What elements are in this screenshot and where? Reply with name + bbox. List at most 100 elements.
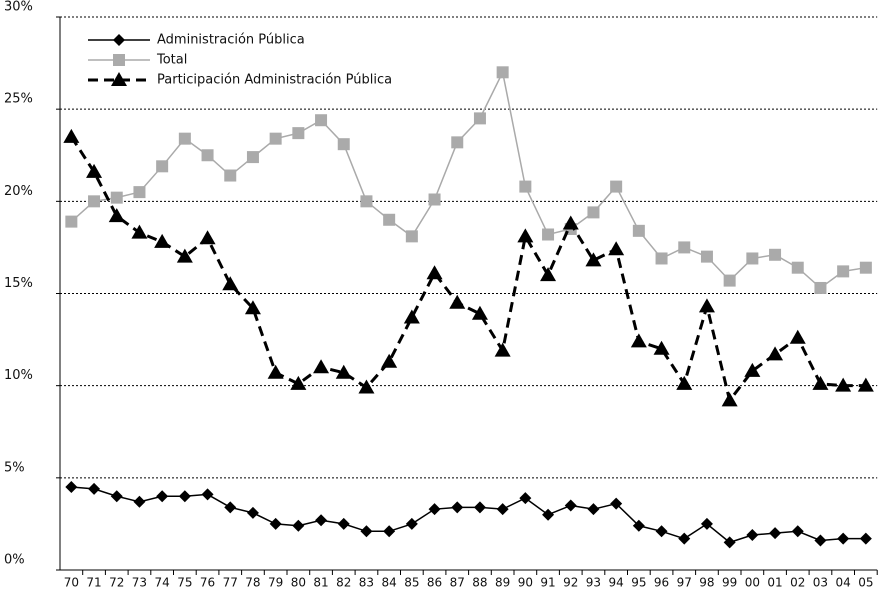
x-tick-label: 96 (654, 576, 669, 590)
x-tick-label: 91 (540, 576, 555, 590)
point (857, 377, 874, 392)
point (678, 532, 691, 545)
point (744, 362, 761, 377)
x-tick-label: 79 (268, 576, 283, 590)
point (700, 250, 713, 263)
point (337, 138, 350, 151)
point (540, 267, 557, 282)
point (746, 528, 759, 541)
point (769, 527, 782, 540)
legend-label: Total (156, 53, 187, 68)
x-tick-label: 88 (472, 576, 487, 590)
point (360, 525, 373, 538)
point (178, 490, 191, 503)
point (746, 252, 759, 265)
point (337, 517, 350, 530)
point (154, 233, 171, 248)
y-tick-label: 20% (4, 184, 33, 199)
point (178, 132, 191, 145)
point (222, 276, 239, 291)
x-tick-label: 86 (427, 576, 442, 590)
x-tick-label: 75 (177, 576, 192, 590)
point (428, 193, 441, 206)
point (542, 508, 555, 521)
point (473, 501, 486, 514)
point (610, 497, 623, 510)
series-line (71, 486, 866, 544)
point (315, 114, 328, 127)
point (789, 329, 806, 344)
point (86, 163, 103, 178)
point (630, 333, 647, 348)
x-tick-label: 92 (563, 576, 578, 590)
point (290, 375, 307, 390)
point (587, 206, 600, 219)
y-tick-label: 15% (4, 276, 33, 291)
point (517, 228, 534, 243)
y-tick-label: 10% (4, 368, 33, 383)
point (791, 261, 804, 274)
point (837, 532, 850, 545)
point (156, 160, 169, 173)
point (63, 128, 80, 143)
point (632, 519, 645, 532)
point (110, 490, 123, 503)
legend-marker (113, 34, 125, 46)
point (723, 274, 736, 287)
legend-label: Administración Pública (157, 33, 305, 48)
x-tick-label: 99 (722, 576, 737, 590)
legend-label: Participación Administración Pública (157, 73, 392, 88)
x-tick-label: 01 (767, 576, 782, 590)
point (246, 506, 259, 519)
x-tick-label: 70 (64, 576, 79, 590)
point (812, 375, 829, 390)
point (176, 248, 193, 263)
point (700, 517, 713, 530)
x-tick-label: 82 (336, 576, 351, 590)
point (335, 364, 352, 379)
point (608, 241, 625, 256)
point (88, 195, 101, 208)
point (381, 353, 398, 368)
x-tick-label: 97 (677, 576, 692, 590)
point (791, 525, 804, 538)
point (267, 364, 284, 379)
point (108, 208, 125, 223)
point (767, 346, 784, 361)
x-tick-label: 76 (200, 576, 215, 590)
point (859, 261, 872, 274)
point (519, 180, 532, 193)
point (224, 169, 237, 182)
point (814, 281, 827, 294)
point (133, 495, 146, 508)
point (653, 340, 670, 355)
point (678, 241, 691, 254)
point (814, 534, 827, 547)
legend-marker (113, 54, 125, 66)
x-tick-label: 84 (382, 576, 397, 590)
point (292, 127, 305, 140)
x-tick-label: 85 (404, 576, 419, 590)
point (246, 151, 259, 164)
point (315, 514, 328, 527)
point (201, 149, 214, 162)
point (632, 224, 645, 237)
point (405, 517, 418, 530)
point (358, 379, 375, 394)
point (428, 503, 441, 516)
x-tick-label: 81 (313, 576, 328, 590)
point (676, 375, 693, 390)
x-tick-label: 71 (86, 576, 101, 590)
series (65, 481, 872, 549)
x-tick-label: 95 (631, 576, 646, 590)
y-tick-label: 5% (4, 460, 25, 475)
point (156, 490, 169, 503)
point (542, 228, 555, 241)
point (562, 215, 579, 230)
point (519, 492, 532, 505)
x-tick-label: 73 (132, 576, 147, 590)
point (110, 191, 123, 204)
series-line (70, 136, 866, 404)
point (133, 186, 146, 199)
